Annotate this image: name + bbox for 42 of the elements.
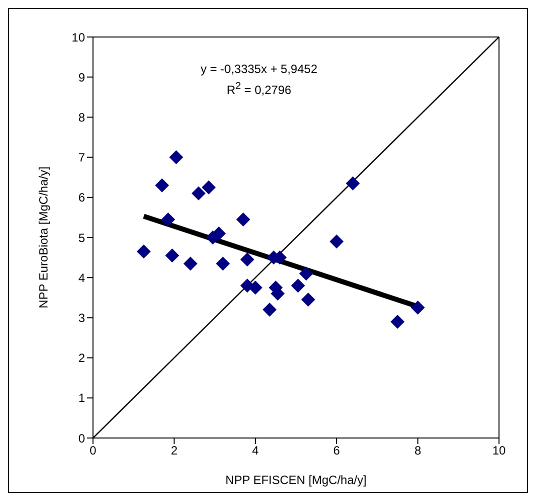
y-tick-label: 3 [78, 310, 86, 325]
point [346, 176, 360, 190]
point [410, 300, 425, 315]
x-axis-title: NPP EFISCEN [MgC/ha/y] [225, 473, 367, 487]
x-tick-label: 8 [414, 444, 422, 458]
point [212, 226, 226, 240]
point [330, 234, 344, 249]
y-tick-label: 7 [78, 150, 86, 165]
y-tick-label: 9 [78, 70, 86, 84]
point [301, 292, 316, 307]
y-tick-label: 2 [78, 351, 86, 366]
point [136, 244, 151, 259]
x-tick-label: 2 [170, 444, 178, 458]
y-axis-title: NPP EuroBiota [MgC/ha/y] [36, 166, 50, 308]
point [161, 212, 176, 226]
point [291, 278, 306, 293]
x-tick-label: 4 [252, 444, 260, 458]
y-tick-label: 0 [78, 431, 86, 446]
point [183, 256, 198, 271]
point [165, 248, 180, 263]
point [390, 314, 404, 329]
y-tick-label: 1 [78, 391, 86, 406]
y-tick-label: 5 [78, 230, 86, 245]
point [216, 256, 230, 271]
annotation: R$^{2}$ = 0,2796 [226, 80, 292, 99]
y-tick-label: 10 [72, 30, 86, 44]
point [299, 266, 314, 281]
point [192, 186, 206, 200]
point [169, 150, 184, 164]
point [236, 212, 250, 226]
annotation: y = -0,3335x + 5,9452 [200, 61, 318, 78]
x-tick-label: 10 [492, 444, 506, 458]
x-tick-label: 6 [333, 444, 340, 458]
y-tick-label: 8 [78, 110, 86, 124]
point [155, 178, 170, 192]
x-tick-label: 0 [90, 444, 97, 458]
y-tick-label: 6 [78, 190, 86, 205]
point [248, 280, 262, 295]
point [202, 180, 216, 194]
y-tick-label: 4 [78, 270, 86, 285]
point [240, 252, 254, 267]
point [262, 302, 277, 317]
